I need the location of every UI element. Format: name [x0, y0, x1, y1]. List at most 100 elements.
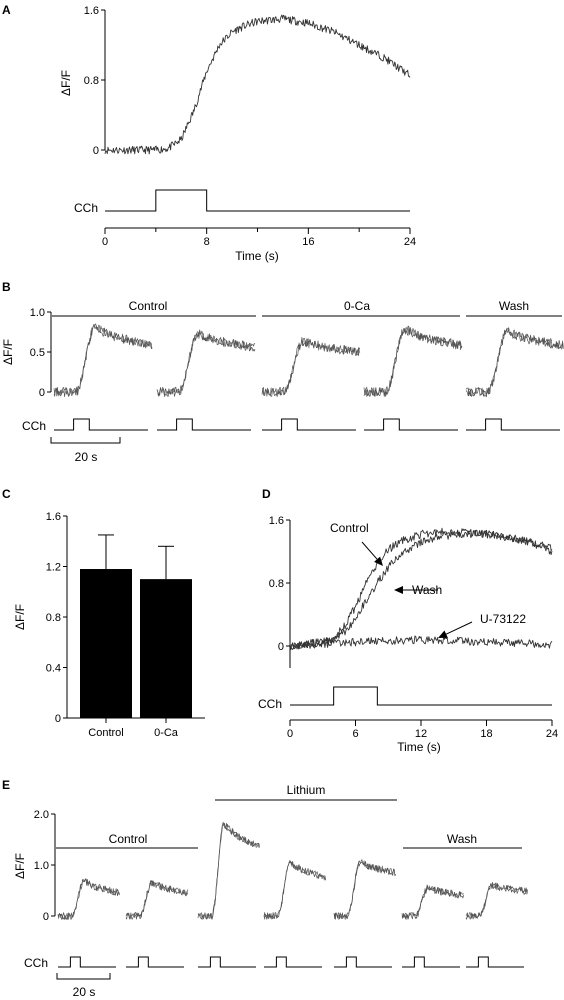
b-trace-0-sweep-0	[53, 323, 153, 397]
d-arrow-2	[445, 621, 473, 635]
b-trace-3-sweep-0	[363, 325, 463, 397]
panel-label-c: C	[2, 487, 11, 501]
e-trace-1	[125, 879, 188, 920]
d-trace-2	[289, 635, 553, 650]
e-traces	[57, 821, 528, 920]
e-trace-3-sweep-1	[263, 860, 326, 920]
c-ytick-label-1: 0.4	[46, 663, 61, 675]
panel-label-b: B	[2, 280, 11, 294]
e-stimulus-4	[334, 956, 392, 968]
e-condition-label-lithium: Lithium	[287, 783, 326, 797]
b-scale-bar-label: 20 s	[75, 450, 98, 464]
a-stimulus-trace	[105, 189, 410, 212]
b-y-label: ΔF/F	[1, 339, 15, 365]
d-arrowhead-2	[438, 630, 448, 638]
e-ytick-label-0: 0	[43, 911, 49, 923]
e-trace-6-sweep-1	[465, 881, 528, 920]
e-trace-4-sweep-0	[333, 859, 396, 920]
b-trace-0-sweep-1	[53, 323, 153, 398]
b-trace-2	[261, 337, 361, 397]
e-stimulus-5	[402, 956, 460, 968]
c-y-label: ΔF/F	[13, 604, 27, 630]
a-xtick-label-3: 24	[404, 236, 416, 248]
e-trace-6-sweep-0	[465, 883, 528, 920]
b-stimulus-traces	[54, 418, 560, 431]
d-xtick-label-4: 24	[546, 728, 558, 740]
d-traces	[289, 527, 553, 651]
d-stim-label: CCh	[258, 697, 282, 711]
d-series-label-2: U-73122	[480, 612, 526, 626]
e-y-label: ΔF/F	[13, 853, 27, 879]
b-ytick-label-1: 0.5	[30, 347, 45, 359]
e-trace-5-sweep-0	[401, 884, 464, 920]
e-ytick-label-1: 1.0	[34, 860, 49, 872]
c-bars: Control 0-Ca	[80, 534, 192, 739]
b-stimulus-2	[262, 418, 356, 431]
d-xtick-label-3: 18	[480, 728, 492, 740]
d-arrowhead-0	[374, 556, 383, 566]
e-scale-bar-label: 20 s	[73, 985, 96, 999]
panel-e: 0 1.0 2.0 ΔF/F Control Lithium Wash CCh 20…	[13, 783, 528, 999]
b-trace-4-sweep-1	[465, 327, 564, 397]
e-stimulus-traces	[58, 956, 524, 968]
e-stimulus-0	[58, 956, 116, 968]
e-condition-label-wash: Wash	[447, 832, 477, 846]
e-trace-1-sweep-1	[125, 879, 188, 920]
b-trace-1-sweep-1	[156, 329, 256, 397]
c-ytick-label-4: 1.6	[46, 511, 61, 523]
d-arrowhead-1	[394, 586, 403, 594]
a-ytick-label-2: 1.6	[84, 5, 99, 17]
b-trace-0	[53, 323, 153, 398]
e-trace-2-sweep-0	[197, 822, 260, 920]
e-y-ticks: 0 1.0 2.0	[34, 809, 55, 923]
a-ytick-label-0: 0	[93, 145, 99, 157]
panel-a: 0 0.8 1.6 ΔF/F CCh 0 8 16 24 Time (s)	[59, 5, 416, 263]
a-y-label: ΔF/F	[59, 70, 73, 96]
panel-c: 0 0.4 0.8 1.2 1.6 ΔF/F Control 0-Ca	[13, 511, 205, 739]
d-x-label: Time (s)	[397, 740, 441, 754]
a-x-ticks: 0 8 16 24	[102, 228, 416, 248]
e-stimulus-1	[126, 956, 184, 968]
b-stimulus-4	[466, 418, 560, 431]
e-trace-2	[197, 821, 260, 920]
e-stimulus-2	[198, 956, 256, 968]
b-traces	[53, 323, 564, 398]
b-scale-bar	[50, 437, 121, 444]
e-trace-4-sweep-1	[333, 860, 396, 920]
d-series-label-0: Control	[330, 521, 369, 535]
panel-label-a: A	[2, 3, 11, 17]
panel-label-d: D	[262, 487, 271, 501]
b-trace-2-sweep-1	[261, 337, 361, 397]
e-trace-0-sweep-1	[57, 878, 120, 920]
e-trace-3	[263, 860, 326, 920]
c-ytick-label-3: 1.2	[46, 562, 61, 574]
c-ytick-label-0: 0	[55, 713, 61, 725]
b-trace-3-sweep-1	[363, 326, 463, 397]
c-ytick-label-2: 0.8	[46, 612, 61, 624]
e-trace-3-sweep-0	[263, 861, 326, 920]
e-stim-label: CCh	[24, 956, 48, 970]
c-bar-1	[140, 579, 192, 718]
b-stimulus-1	[157, 418, 251, 431]
d-xtick-label-0: 0	[287, 728, 293, 740]
b-condition-label-wash: Wash	[499, 299, 529, 313]
c-y-ticks: 0 0.4 0.8 1.2 1.6	[46, 511, 67, 725]
b-stimulus-3	[364, 418, 458, 431]
a-trace	[104, 14, 411, 155]
a-xtick-label-0: 0	[102, 236, 108, 248]
b-trace-4-sweep-0	[465, 327, 564, 398]
a-ytick-label-1: 0.8	[84, 75, 99, 87]
d-stimulus-trace	[290, 686, 552, 706]
e-trace-5	[401, 884, 464, 920]
d-xtick-label-1: 6	[352, 728, 358, 740]
d-y-ticks: 0 0.8 1.6	[269, 515, 290, 653]
c-category-label-0: Control	[88, 727, 123, 739]
e-trace-2-sweep-1	[197, 821, 260, 920]
a-xtick-label-2: 16	[302, 236, 314, 248]
e-trace-4	[333, 859, 396, 920]
b-ytick-label-0: 0	[39, 387, 45, 399]
e-trace-6	[465, 881, 528, 920]
b-trace-2-sweep-0	[261, 338, 361, 397]
